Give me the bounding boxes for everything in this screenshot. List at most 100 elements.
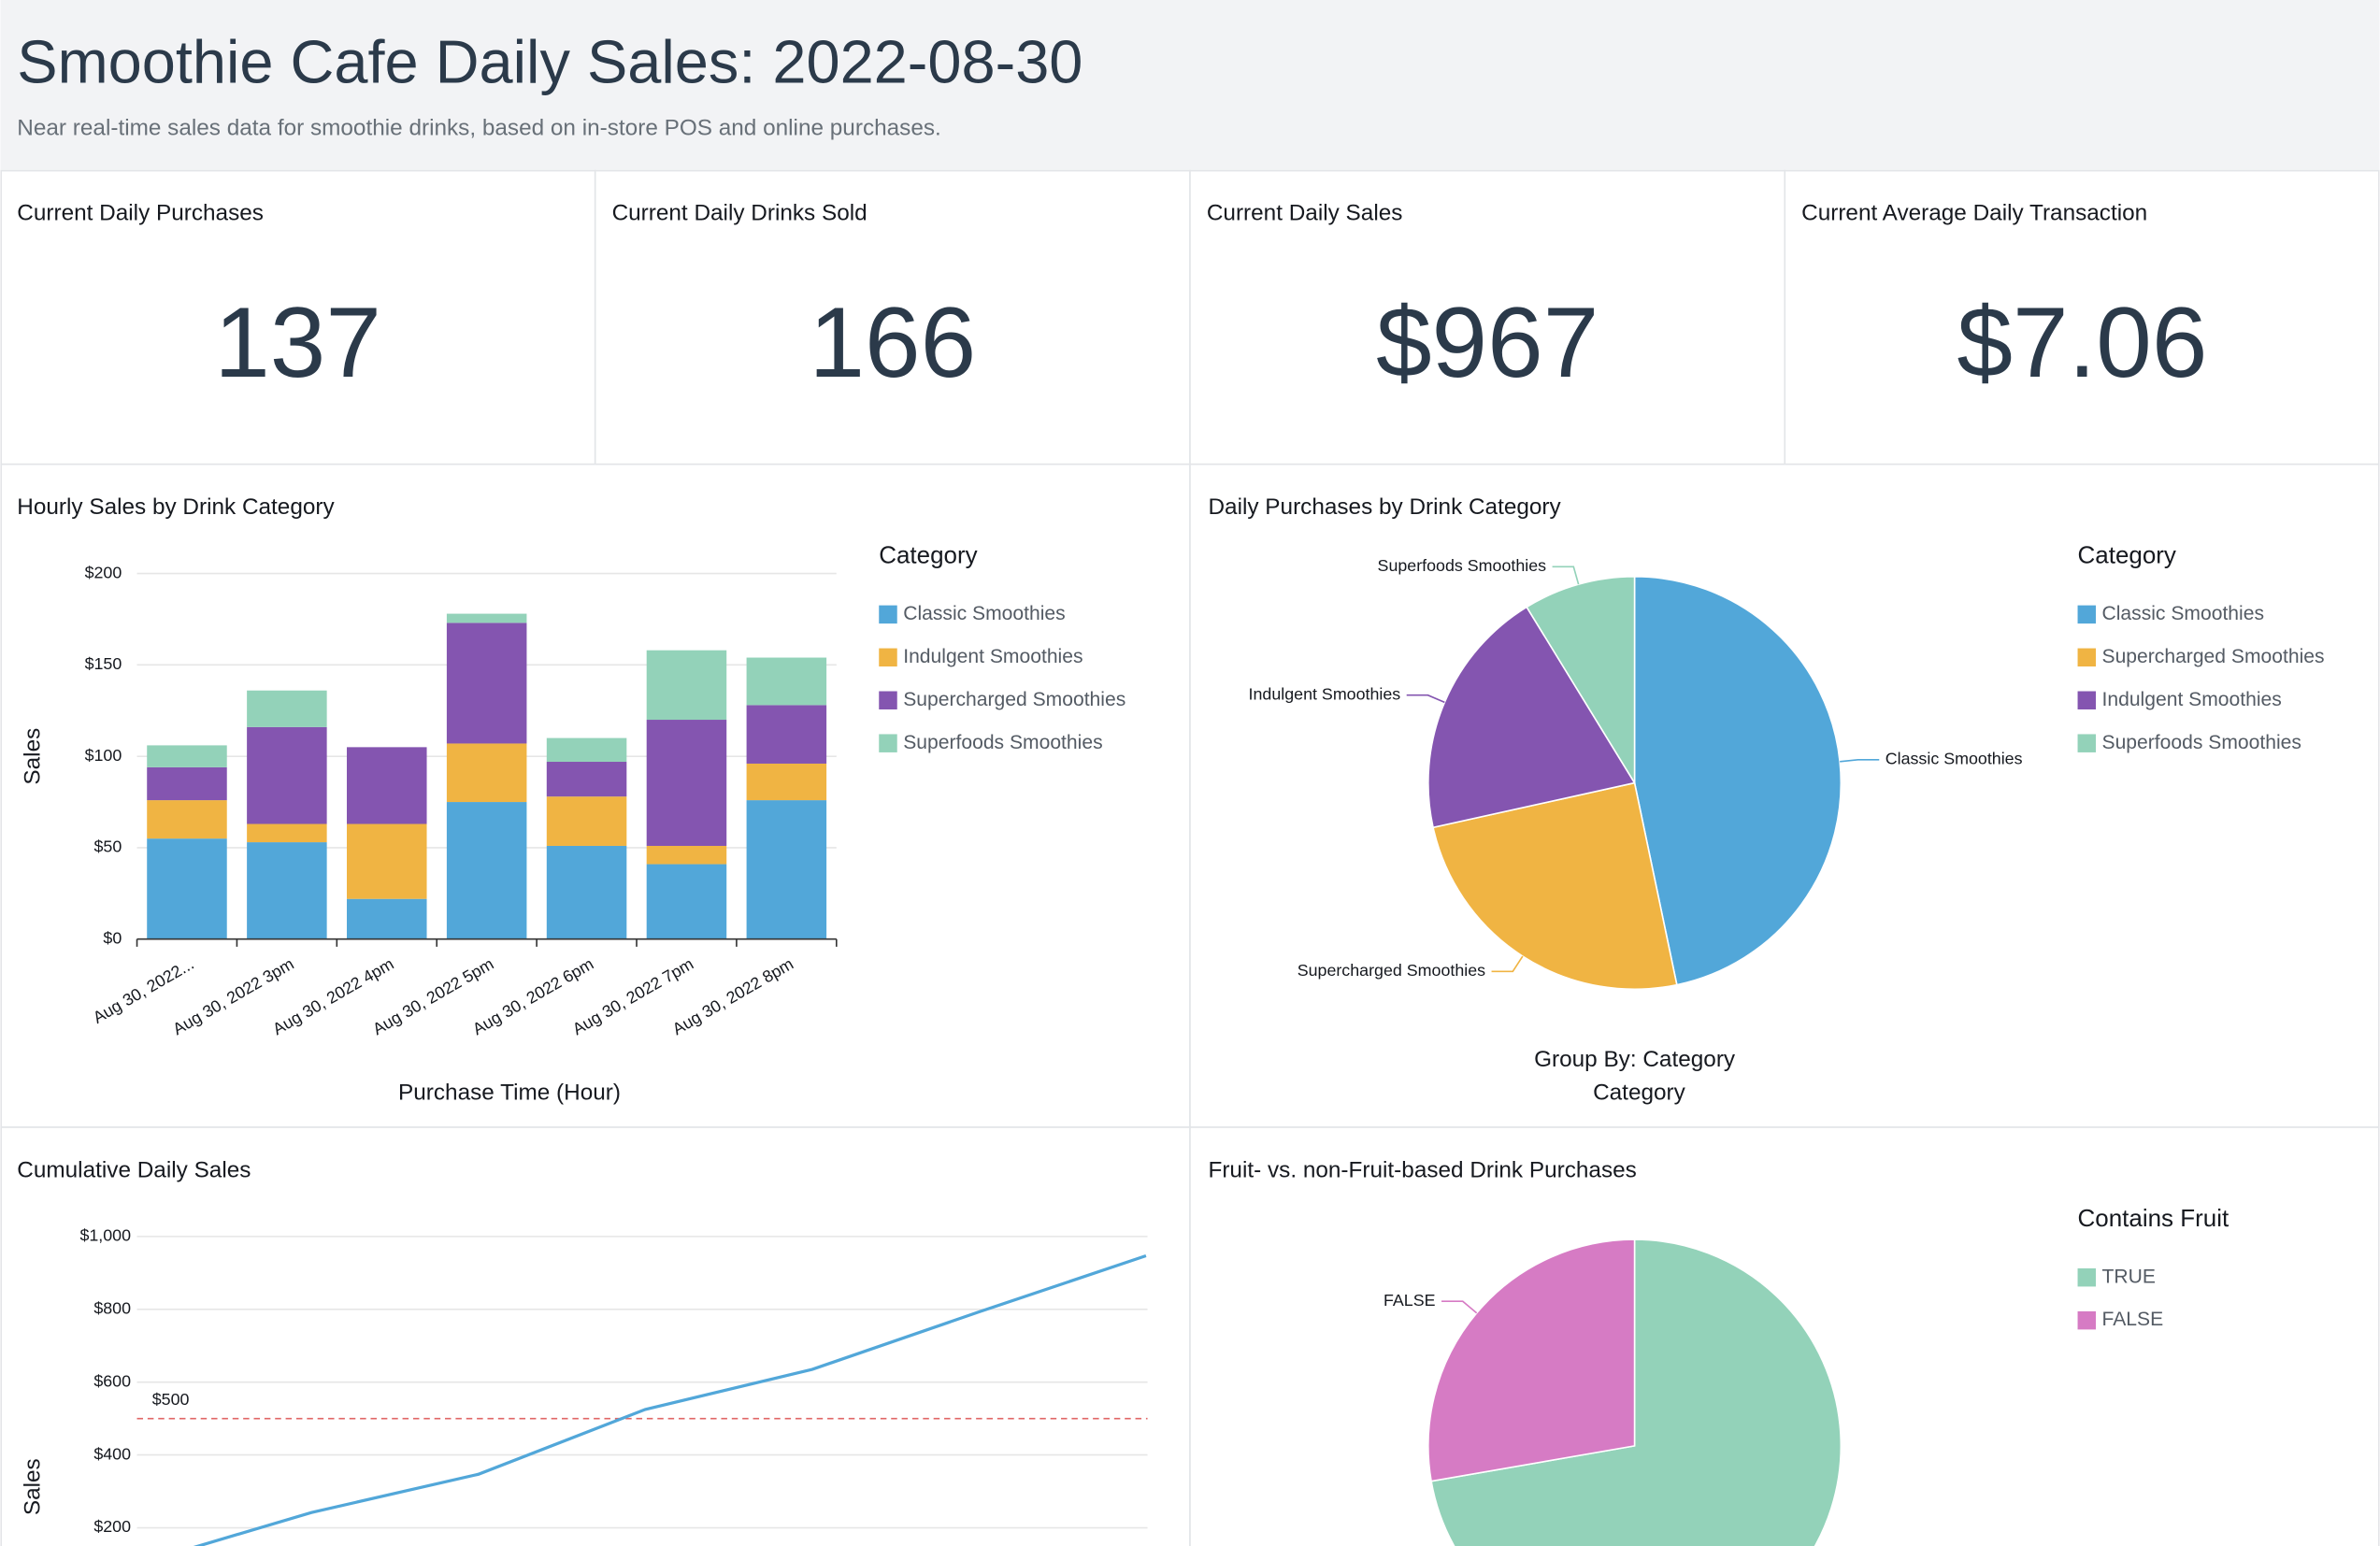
pie-slice bbox=[1633, 575, 1842, 986]
header-background bbox=[0, 0, 2380, 170]
y-tick-label: $200 bbox=[85, 563, 122, 581]
leader-line bbox=[1840, 758, 1880, 763]
bar-segment bbox=[446, 613, 527, 623]
panel bbox=[0, 169, 596, 465]
panel-title: Current Daily Drinks Sold bbox=[612, 200, 867, 225]
bar-segment bbox=[147, 800, 227, 839]
bar-segment bbox=[746, 800, 827, 939]
y-tick-label: $200 bbox=[93, 1517, 131, 1536]
panel bbox=[1784, 169, 2380, 465]
bar-segment bbox=[247, 690, 327, 727]
x-axis-title: Purchase Time (Hour) bbox=[398, 1081, 621, 1106]
panel-title: Current Daily Sales bbox=[1207, 200, 1403, 225]
slice-label: Indulgent Smoothies bbox=[1249, 684, 1401, 703]
y-tick-label: $1,000 bbox=[79, 1226, 131, 1245]
panel-title: Daily Purchases by Drink Category bbox=[1208, 494, 1561, 520]
legend-swatch bbox=[2077, 691, 2097, 709]
leader-line bbox=[1406, 694, 1445, 704]
legend-title: Category bbox=[2078, 541, 2176, 569]
bar-segment bbox=[746, 705, 827, 764]
dashboard-subtitle: Near real-time sales data for smoothie d… bbox=[17, 115, 940, 140]
bar-segment bbox=[347, 823, 427, 899]
legend-label: Supercharged Smoothies bbox=[2102, 646, 2325, 667]
legend-swatch bbox=[879, 734, 897, 752]
legend-swatch bbox=[2077, 1310, 2097, 1330]
bar-segment bbox=[546, 762, 627, 797]
leader-line bbox=[1441, 1300, 1478, 1314]
panel bbox=[0, 1126, 1191, 1546]
legend-label: Classic Smoothies bbox=[903, 603, 1066, 624]
legend-label: FALSE bbox=[2102, 1309, 2164, 1330]
legend-label: Classic Smoothies bbox=[2102, 603, 2265, 624]
slice-label: Classic Smoothies bbox=[1885, 750, 2023, 768]
pie-slice bbox=[1430, 1238, 1842, 1546]
legend-title: Category bbox=[879, 541, 977, 569]
legend-swatch bbox=[2077, 648, 2097, 667]
legend-label: Indulgent Smoothies bbox=[2102, 689, 2282, 710]
line-series bbox=[193, 1253, 1147, 1546]
y-tick-label: $50 bbox=[94, 837, 122, 856]
panel-title: Current Average Daily Transaction bbox=[1801, 200, 2147, 225]
panel-title: Cumulative Daily Sales bbox=[17, 1158, 251, 1183]
y-tick-label: $150 bbox=[85, 654, 122, 673]
reference-label: $500 bbox=[152, 1390, 190, 1409]
bar-segment bbox=[347, 898, 427, 939]
legend-swatch bbox=[2077, 605, 2097, 624]
pie-slice bbox=[1427, 606, 1636, 829]
legend-label: Indulgent Smoothies bbox=[903, 646, 1082, 667]
panel bbox=[594, 169, 1191, 465]
panel bbox=[1189, 169, 1786, 465]
bar-segment bbox=[546, 796, 627, 846]
y-tick-label: $100 bbox=[85, 746, 122, 765]
y-tick-label: $0 bbox=[103, 928, 122, 947]
bar-segment bbox=[546, 845, 627, 939]
legend-swatch bbox=[2077, 734, 2097, 752]
y-tick-label: $400 bbox=[93, 1444, 131, 1463]
bar-segment bbox=[147, 766, 227, 801]
bar-segment bbox=[247, 726, 327, 824]
leader-line bbox=[1552, 565, 1580, 585]
panel-title: Current Daily Purchases bbox=[17, 200, 264, 225]
kpi-value: $7.06 bbox=[1957, 286, 2207, 398]
x-axis-title: Category bbox=[1593, 1081, 1686, 1106]
legend-label: Superfoods Smoothies bbox=[2102, 732, 2301, 753]
bar-segment bbox=[646, 864, 727, 939]
leader-line bbox=[1491, 955, 1524, 973]
bar-segment bbox=[446, 623, 527, 744]
panel-title: Hourly Sales by Drink Category bbox=[17, 494, 335, 520]
bar-segment bbox=[247, 842, 327, 939]
bar-segment bbox=[147, 745, 227, 767]
bar-segment bbox=[646, 650, 727, 721]
legend-label: TRUE bbox=[2102, 1266, 2156, 1287]
group-by-label: Group By: Category bbox=[1534, 1047, 1736, 1072]
y-tick-label: $600 bbox=[93, 1371, 131, 1390]
kpi-value: 166 bbox=[810, 286, 977, 398]
bar-segment bbox=[446, 743, 527, 803]
slice-label: FALSE bbox=[1384, 1291, 1436, 1310]
legend-swatch bbox=[879, 648, 897, 667]
y-tick-label: $800 bbox=[93, 1299, 131, 1318]
bar-segment bbox=[546, 737, 627, 763]
bar-segment bbox=[247, 823, 327, 843]
bar-segment bbox=[347, 747, 427, 824]
legend-label: Supercharged Smoothies bbox=[903, 689, 1125, 710]
legend-label: Superfoods Smoothies bbox=[903, 732, 1102, 753]
bar-segment bbox=[446, 802, 527, 939]
legend-swatch bbox=[879, 605, 897, 624]
bar-segment bbox=[746, 657, 827, 706]
slice-label: Supercharged Smoothies bbox=[1298, 961, 1485, 980]
kpi-value: 137 bbox=[214, 286, 381, 398]
bar-segment bbox=[646, 720, 727, 846]
bar-segment bbox=[646, 845, 727, 865]
bar-segment bbox=[746, 763, 827, 801]
dashboard-title: Smoothie Cafe Daily Sales: 2022-08-30 bbox=[17, 28, 1082, 96]
legend-swatch bbox=[2077, 1267, 2097, 1287]
legend-title: Contains Fruit bbox=[2078, 1204, 2229, 1232]
slice-label: Superfoods Smoothies bbox=[1378, 556, 1547, 575]
legend-swatch bbox=[879, 691, 897, 709]
panel-title: Fruit- vs. non-Fruit-based Drink Purchas… bbox=[1208, 1158, 1636, 1183]
y-axis-title: Sales bbox=[21, 1458, 46, 1515]
y-axis-title: Sales bbox=[21, 728, 46, 785]
